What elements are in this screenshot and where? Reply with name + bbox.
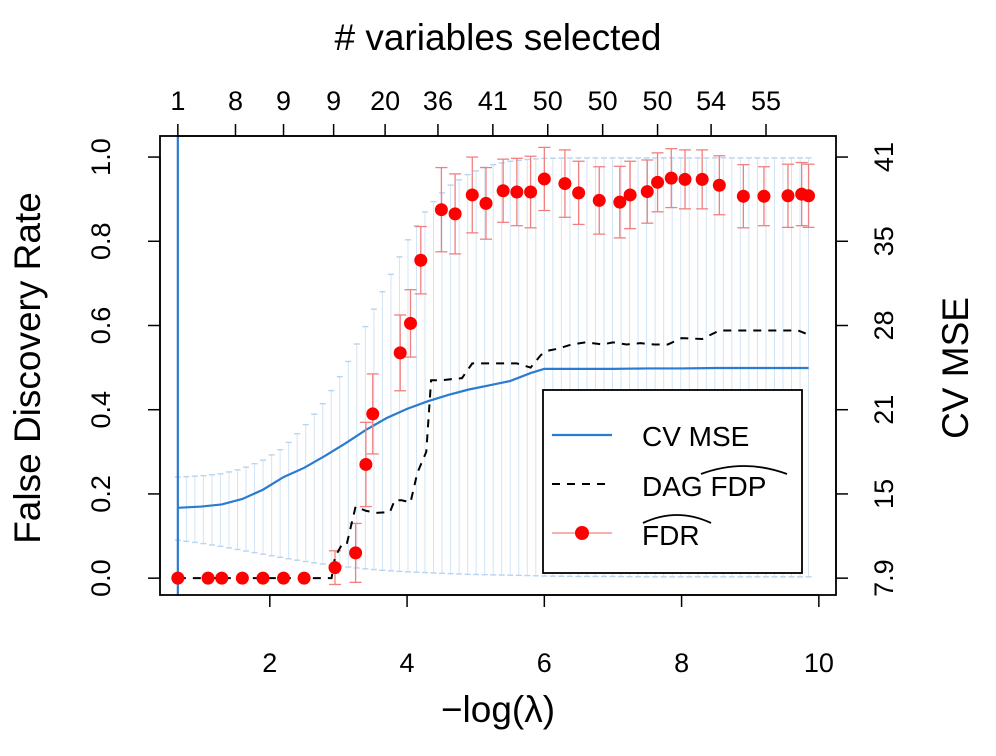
dag-fdp-series xyxy=(177,329,809,580)
x-tick-label: 10 xyxy=(804,648,834,678)
fdr-point xyxy=(695,172,709,186)
fdr-point xyxy=(651,175,665,189)
left-axis: 0.0 0.2 0.4 0.6 0.8 1.0 xyxy=(86,138,161,597)
fdr-point xyxy=(448,207,462,221)
fdr-point xyxy=(712,178,726,192)
legend-cv-mse-label: CV MSE xyxy=(642,421,749,452)
fdr-point xyxy=(171,571,185,585)
fdr-point xyxy=(757,189,771,203)
fdr-point xyxy=(235,571,249,585)
fdr-point xyxy=(215,571,229,585)
fdr-point xyxy=(736,189,750,203)
y-axis-label-left: False Discovery Rate xyxy=(7,192,48,544)
legend-fdr-hat xyxy=(642,514,712,524)
fdr-point xyxy=(297,571,311,585)
fdr-point xyxy=(328,561,342,575)
x-tick-label: 4 xyxy=(400,648,415,678)
fdr-point xyxy=(277,571,291,585)
fdr-point xyxy=(366,407,380,421)
top-tick-label: 9 xyxy=(276,86,291,116)
legend: CV MSE DAG FDP FDR xyxy=(542,389,803,574)
fdr-point xyxy=(664,171,678,185)
cv-mse-series xyxy=(177,366,809,509)
top-tick-label: 1 xyxy=(170,86,185,116)
y-right-tick-label: 28 xyxy=(869,310,899,340)
y-right-tick-label: 15 xyxy=(869,479,899,509)
fdr-point xyxy=(524,185,538,199)
fdr-point xyxy=(537,172,551,186)
fdr-point xyxy=(781,189,795,203)
fdr-point xyxy=(393,346,407,360)
y-left-tick-label: 0.4 xyxy=(86,391,116,429)
y-left-tick-label: 0.8 xyxy=(86,223,116,261)
fdr-point xyxy=(201,571,215,585)
y-left-tick-label: 0.2 xyxy=(86,475,116,513)
fdr-point xyxy=(640,185,654,199)
fdr-point xyxy=(592,193,606,207)
right-axis: 7.9 15 21 28 35 41 xyxy=(835,142,899,597)
fdr-point xyxy=(613,195,627,209)
top-axis: 1 8 9 9 20 36 41 50 50 50 54 55 xyxy=(170,86,781,137)
top-tick-label: 50 xyxy=(588,86,618,116)
fdr-point xyxy=(479,196,493,210)
top-tick-label: 55 xyxy=(751,86,781,116)
dag-fdp-line xyxy=(177,329,809,580)
top-tick-label: 8 xyxy=(228,86,243,116)
bottom-axis: 2 4 6 8 10 xyxy=(262,594,834,678)
y-right-tick-label: 35 xyxy=(869,226,899,256)
top-tick-label: 36 xyxy=(423,86,453,116)
top-title: # variables selected xyxy=(334,17,661,58)
y-right-tick-label: 21 xyxy=(869,395,899,425)
cv-mse-line xyxy=(177,366,809,509)
fdr-point xyxy=(414,253,428,267)
fdr-point xyxy=(496,184,510,198)
top-tick-label: 50 xyxy=(533,86,563,116)
legend-box xyxy=(542,389,803,574)
fdr-point xyxy=(802,189,816,203)
fdr-point xyxy=(403,316,417,330)
top-tick-label: 50 xyxy=(643,86,673,116)
top-tick-label: 54 xyxy=(696,86,726,116)
fdr-point xyxy=(465,188,479,202)
y-right-tick-label: 7.9 xyxy=(869,559,899,597)
legend-fdr-label: FDR xyxy=(642,520,700,551)
fdr-point xyxy=(434,203,448,217)
y-axis-label-right: CV MSE xyxy=(935,297,976,439)
x-tick-label: 8 xyxy=(674,648,689,678)
x-tick-label: 2 xyxy=(262,648,277,678)
fdr-point xyxy=(558,177,572,191)
fdr-point xyxy=(349,546,363,560)
legend-dag-fdp-label: DAG FDP xyxy=(642,471,766,502)
fdr-point xyxy=(572,186,586,200)
fdr-point xyxy=(510,185,524,199)
top-tick-label: 9 xyxy=(326,86,341,116)
fdr-point xyxy=(359,457,373,471)
y-right-tick-label: 41 xyxy=(869,142,899,172)
fdr-point xyxy=(623,188,637,202)
y-left-tick-label: 0.0 xyxy=(86,559,116,597)
x-tick-label: 6 xyxy=(537,648,552,678)
legend-dag-fdp-hat xyxy=(700,465,788,475)
y-left-tick-label: 0.6 xyxy=(86,307,116,345)
top-tick-label: 20 xyxy=(370,86,400,116)
y-left-tick-label: 1.0 xyxy=(86,138,116,176)
top-tick-label: 41 xyxy=(478,86,508,116)
fdr-series xyxy=(171,171,816,585)
legend-fdr-marker xyxy=(575,526,589,540)
fdr-point xyxy=(678,172,692,186)
fdr-point xyxy=(256,571,270,585)
x-axis-label: −log(λ) xyxy=(441,689,555,730)
